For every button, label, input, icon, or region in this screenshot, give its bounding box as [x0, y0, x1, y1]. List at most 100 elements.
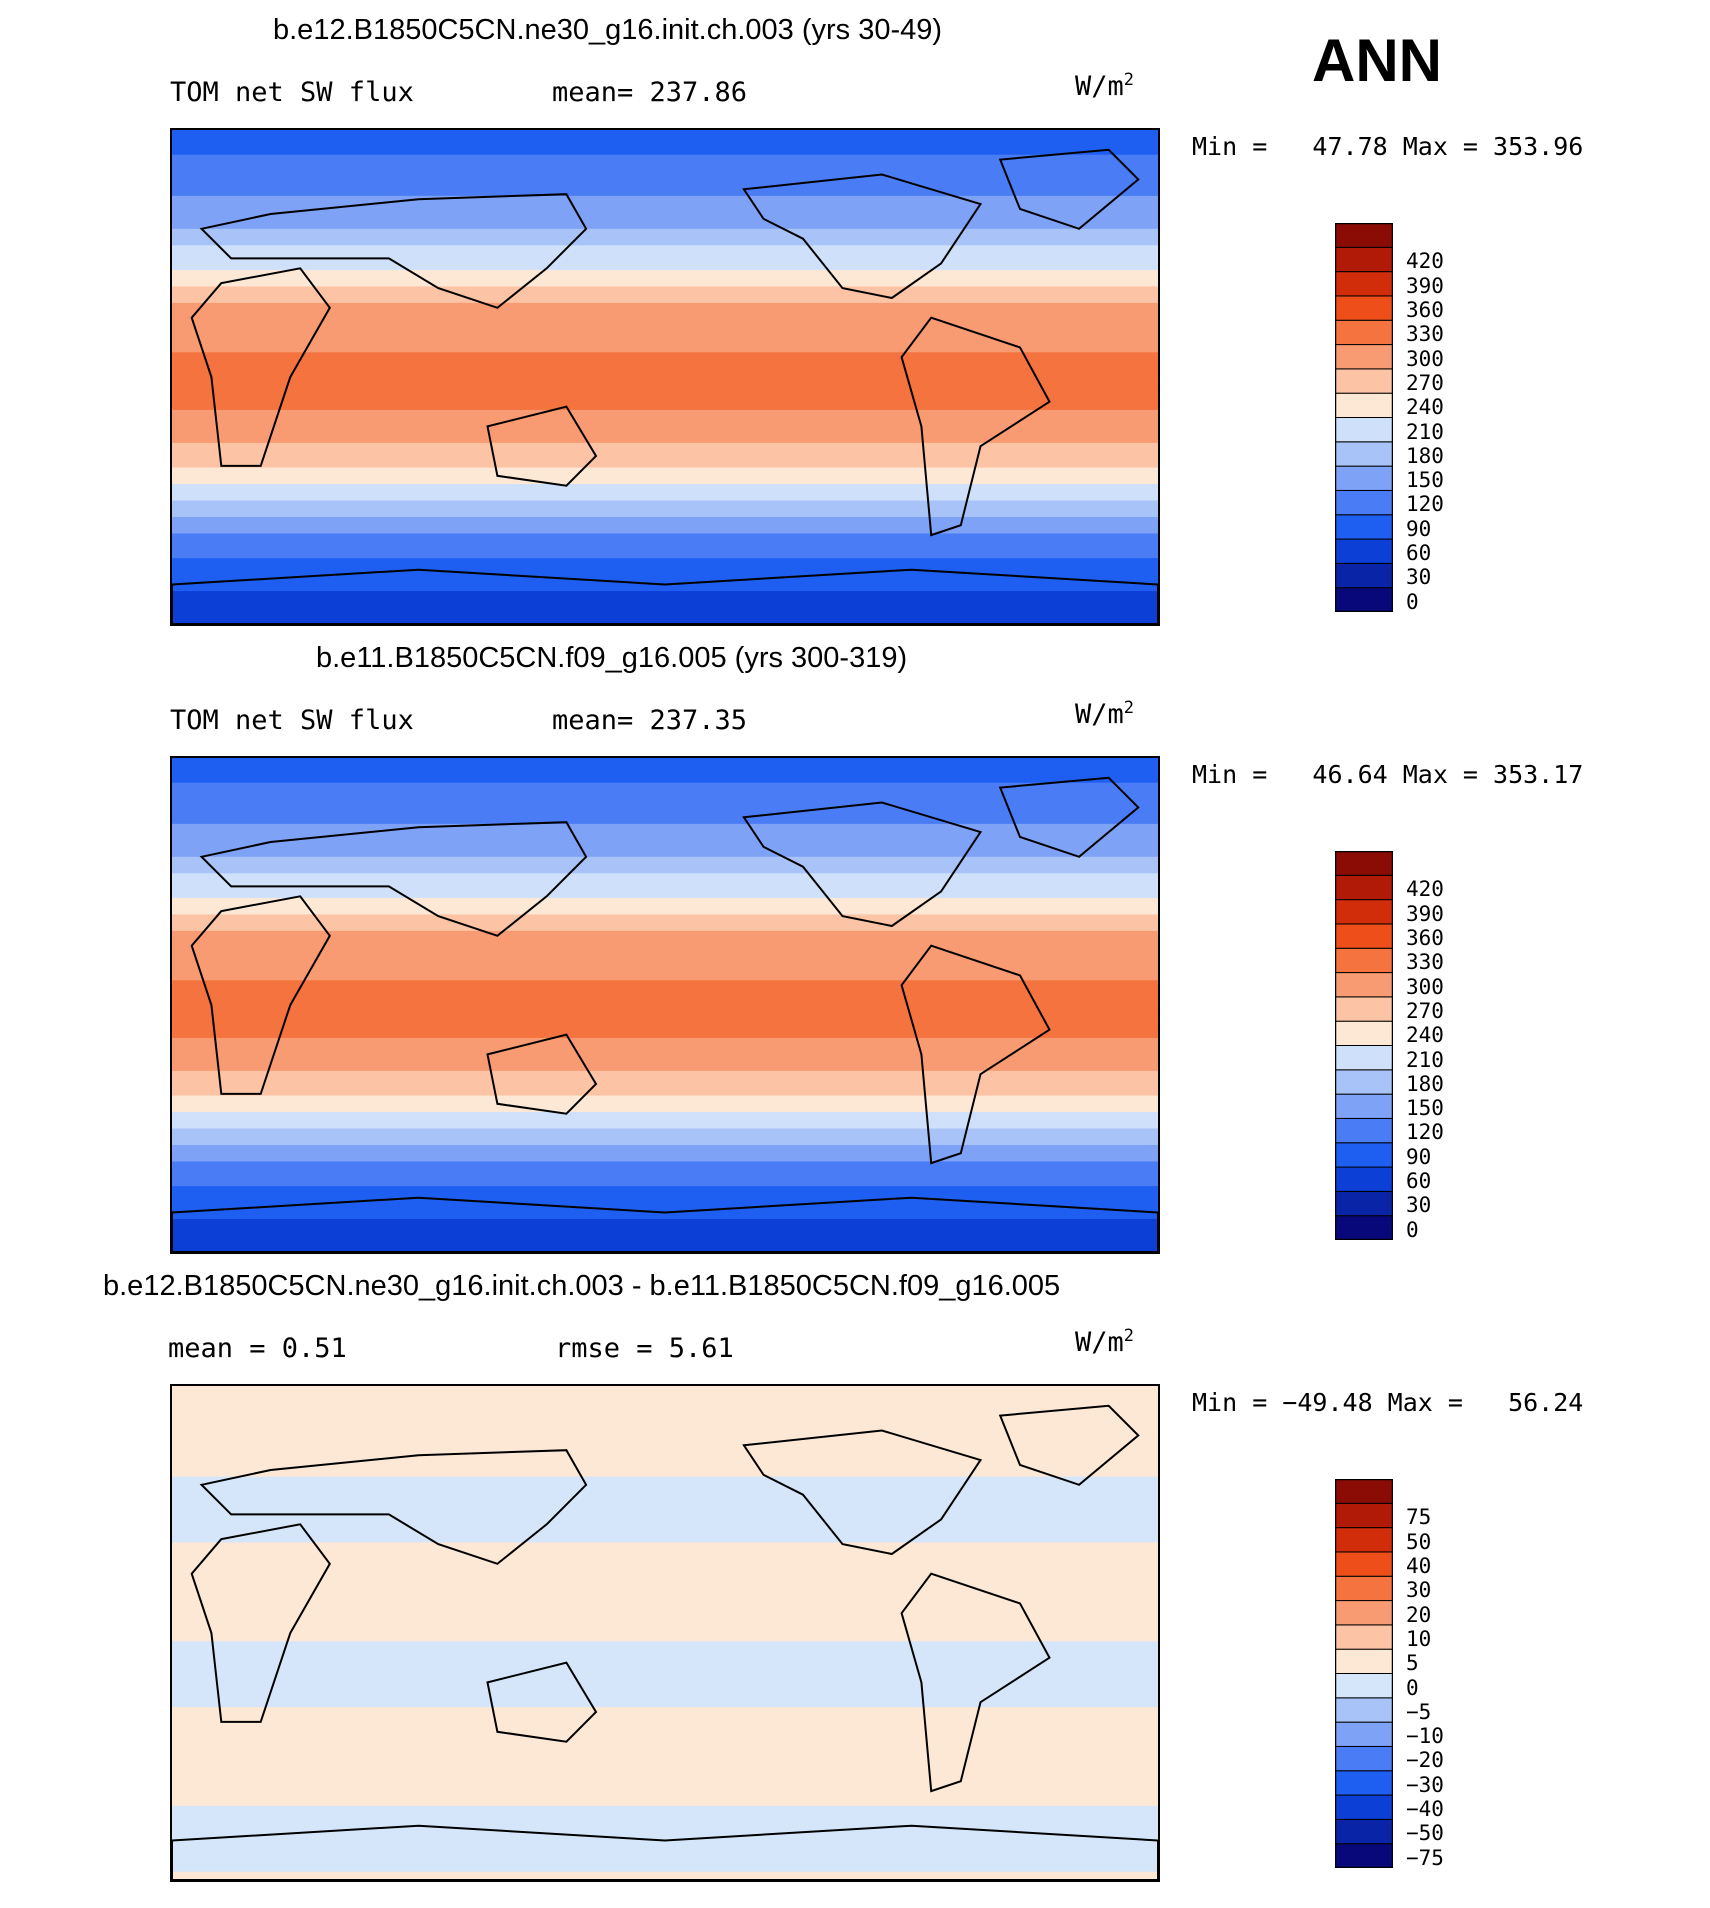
colorbar-swatch [1335, 1069, 1393, 1095]
zonal-band [172, 549, 1158, 560]
colorbar-swatch [1335, 1215, 1393, 1240]
colorbar-swatch [1335, 923, 1393, 949]
colorbar-swatch [1335, 899, 1393, 925]
zonal-band [172, 1202, 1158, 1212]
zonal-band [172, 1161, 1158, 1171]
panel-title: b.e12.B1850C5CN.ne30_g16.init.ch.003 (yr… [273, 14, 943, 46]
zonal-band [172, 558, 1158, 568]
zonal-band [172, 484, 1158, 494]
zonal-band [172, 385, 1158, 395]
colorbar-tick-label: 60 [1406, 541, 1432, 566]
diff-mean-label: mean = 0.51 [168, 1333, 347, 1364]
zonal-band [172, 799, 1158, 809]
colorbar-tick-label: 90 [1406, 1144, 1432, 1169]
coastline [486, 1661, 598, 1743]
map-plot [170, 1384, 1160, 1882]
zonal-band [172, 541, 1158, 551]
zonal-band [172, 1805, 1158, 1816]
colorbar-swatch [1335, 514, 1393, 540]
coastline [172, 568, 1158, 624]
zonal-band [172, 1558, 1158, 1569]
zonal-band [172, 1120, 1158, 1130]
zonal-band [172, 1054, 1158, 1064]
colorbar-swatch [1335, 562, 1393, 589]
zonal-band [172, 1830, 1158, 1840]
zonal-band [172, 1789, 1158, 1799]
zonal-band [172, 1674, 1158, 1684]
zonal-band [172, 996, 1158, 1006]
zonal-band [172, 988, 1158, 998]
zonal-band [172, 1227, 1158, 1237]
colorbar-swatch [1335, 587, 1393, 612]
units-label: W/m2 [1075, 698, 1135, 730]
zonal-band [172, 1682, 1158, 1692]
zonal-band [172, 516, 1158, 527]
zonal-band [172, 1723, 1158, 1733]
colorbar-swatch [1335, 1575, 1393, 1602]
zonal-band [172, 1583, 1158, 1593]
colorbar-swatch [1335, 1721, 1393, 1747]
season-label: ANN [1312, 27, 1442, 94]
zonal-band [172, 352, 1158, 362]
zonal-band [172, 1575, 1158, 1585]
zonal-band [172, 1756, 1158, 1766]
zonal-band [172, 525, 1158, 535]
zonal-band [172, 1772, 1158, 1783]
colorbar-tick-label: 330 [1406, 322, 1444, 347]
coastline [172, 1824, 1158, 1880]
colorbar-tick-label: 210 [1406, 419, 1444, 444]
colorbar-tick-label: 390 [1406, 901, 1444, 926]
colorbar-swatch [1335, 851, 1393, 876]
zonal-band [172, 1781, 1158, 1791]
zonal-band [172, 442, 1158, 453]
colorbar-tick-label: 20 [1406, 1602, 1432, 1627]
colorbar-swatch [1335, 1502, 1393, 1529]
zonal-band [172, 1186, 1158, 1196]
zonal-band [172, 1460, 1158, 1470]
zonal-band [172, 1013, 1158, 1023]
colorbar-tick-label: 360 [1406, 297, 1444, 322]
colorbar-tick-label: 120 [1406, 492, 1444, 517]
zonal-band [172, 467, 1158, 477]
colorbar-swatch [1335, 1093, 1393, 1119]
colorbar-tick-label: 5 [1406, 1651, 1419, 1676]
colorbar-tick-label: 360 [1406, 925, 1444, 950]
colorbar-tick-label: 240 [1406, 395, 1444, 420]
zonal-band [172, 897, 1158, 908]
zonal-band [172, 1698, 1158, 1709]
zonal-band [172, 1046, 1158, 1056]
zonal-band [172, 154, 1158, 164]
zonal-band [172, 1427, 1158, 1437]
zonal-band [172, 1418, 1158, 1429]
zonal-band [172, 409, 1158, 420]
zonal-band [172, 782, 1158, 792]
zonal-band [172, 1210, 1158, 1221]
zonal-band [172, 840, 1158, 850]
colorbar-swatch [1335, 1673, 1393, 1699]
colorbar-swatch [1335, 972, 1393, 998]
coastline [998, 1404, 1140, 1486]
zonal-band [172, 204, 1158, 214]
zonal-band [172, 1740, 1158, 1750]
colorbar-swatch [1335, 392, 1393, 418]
colorbar-swatch [1335, 1527, 1393, 1553]
zonal-band [172, 947, 1158, 957]
panel-difference: b.e12.B1850C5CN.ne30_g16.init.ch.003 - b… [0, 1256, 1710, 1892]
zonal-band [172, 790, 1158, 801]
zonal-band [172, 1153, 1158, 1163]
colorbar-swatch [1335, 1479, 1393, 1504]
coastline [998, 776, 1140, 858]
colorbar-swatch [1335, 1117, 1393, 1144]
zonal-band [172, 195, 1158, 206]
zonal-band [172, 963, 1158, 974]
zonal-band [172, 1608, 1158, 1618]
zonal-band [172, 865, 1158, 875]
zonal-band [172, 1822, 1158, 1832]
zonal-band [172, 1194, 1158, 1204]
zonal-band [172, 451, 1158, 461]
colorbar-tick-label: 330 [1406, 950, 1444, 975]
coastline [742, 1429, 983, 1556]
zonal-band [172, 1493, 1158, 1503]
zonal-band [172, 930, 1158, 941]
colorbar-swatch [1335, 441, 1393, 467]
